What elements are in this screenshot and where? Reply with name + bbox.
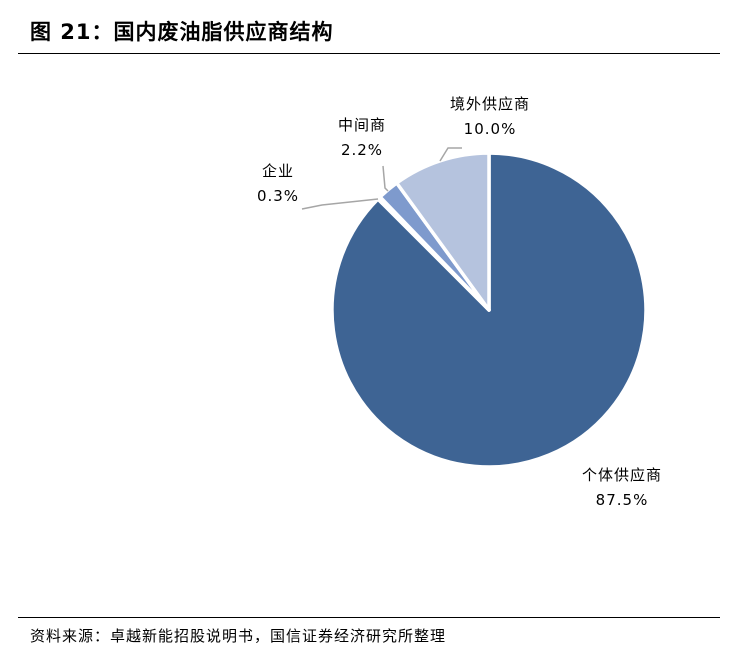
figure-header: 图 21：国内废油脂供应商结构	[0, 0, 733, 58]
slice-label-individual-supplier: 个体供应商	[582, 466, 662, 484]
pie-slices	[330, 151, 648, 469]
leader-line-intermediary	[382, 165, 389, 192]
bottom-rule	[18, 617, 720, 618]
pie-slice-individual-supplier	[330, 151, 648, 469]
slice-value-individual-supplier: 87.5%	[596, 491, 649, 509]
leader-line-overseas-supplier	[439, 147, 462, 162]
slice-labels: 个体供应商 87.5% 企业 0.3% 中间商 2.2% 境外供应商 10.0%	[257, 95, 662, 509]
slice-label-overseas-supplier: 境外供应商	[450, 95, 530, 113]
pie-chart: 个体供应商 87.5% 企业 0.3% 中间商 2.2% 境外供应商 10.0%	[0, 58, 733, 614]
slice-value-intermediary: 2.2%	[341, 141, 383, 159]
figure-title: 图 21：国内废油脂供应商结构	[30, 20, 334, 44]
pie-chart-svg: 个体供应商 87.5% 企业 0.3% 中间商 2.2% 境外供应商 10.0%	[257, 95, 662, 509]
source-note: 资料来源：卓越新能招股说明书，国信证券经济研究所整理	[30, 627, 447, 645]
slice-value-overseas-supplier: 10.0%	[464, 120, 517, 138]
slice-label-intermediary: 中间商	[338, 116, 386, 134]
leader-lines	[301, 147, 462, 210]
top-rule	[18, 53, 720, 54]
slice-label-enterprise: 企业	[262, 162, 294, 180]
slice-value-enterprise: 0.3%	[257, 187, 299, 205]
leader-line-enterprise	[301, 198, 379, 210]
